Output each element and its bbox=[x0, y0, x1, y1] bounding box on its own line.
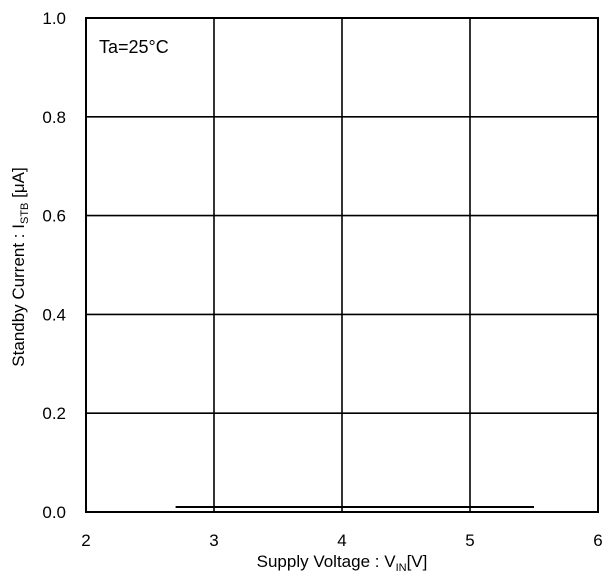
y-axis-label-prefix: Standby Current : I bbox=[9, 224, 28, 367]
grid bbox=[86, 18, 598, 512]
x-axis-label-subscript: IN bbox=[396, 562, 407, 574]
y-tick-label: 1.0 bbox=[42, 9, 66, 28]
y-axis-label: Standby Current : ISTB [μA] bbox=[9, 167, 31, 366]
x-tick-label: 6 bbox=[593, 531, 602, 550]
x-tick-label: 2 bbox=[81, 531, 90, 550]
y-tick-label: 0.0 bbox=[42, 503, 66, 522]
y-tick-labels: 0.0 0.2 0.4 0.6 0.8 1.0 bbox=[42, 9, 66, 522]
y-tick-label: 0.2 bbox=[42, 404, 66, 423]
x-tick-labels: 2 3 4 5 6 bbox=[81, 531, 602, 550]
annotation-temperature: Ta=25°C bbox=[99, 37, 169, 57]
x-axis-label: Supply Voltage : VIN[V] bbox=[257, 552, 428, 574]
x-tick-label: 3 bbox=[209, 531, 218, 550]
plot-frame bbox=[85, 17, 599, 513]
y-axis-label-subscript: STB bbox=[19, 203, 31, 224]
y-axis-label-suffix: [μA] bbox=[9, 167, 28, 202]
x-axis-label-suffix: [V] bbox=[407, 552, 428, 571]
y-tick-label: 0.6 bbox=[42, 207, 66, 226]
x-tick-label: 5 bbox=[465, 531, 474, 550]
x-tick-label: 4 bbox=[337, 531, 346, 550]
y-tick-label: 0.8 bbox=[42, 108, 66, 127]
x-axis-label-prefix: Supply Voltage : V bbox=[257, 552, 397, 571]
y-tick-label: 0.4 bbox=[42, 305, 66, 324]
